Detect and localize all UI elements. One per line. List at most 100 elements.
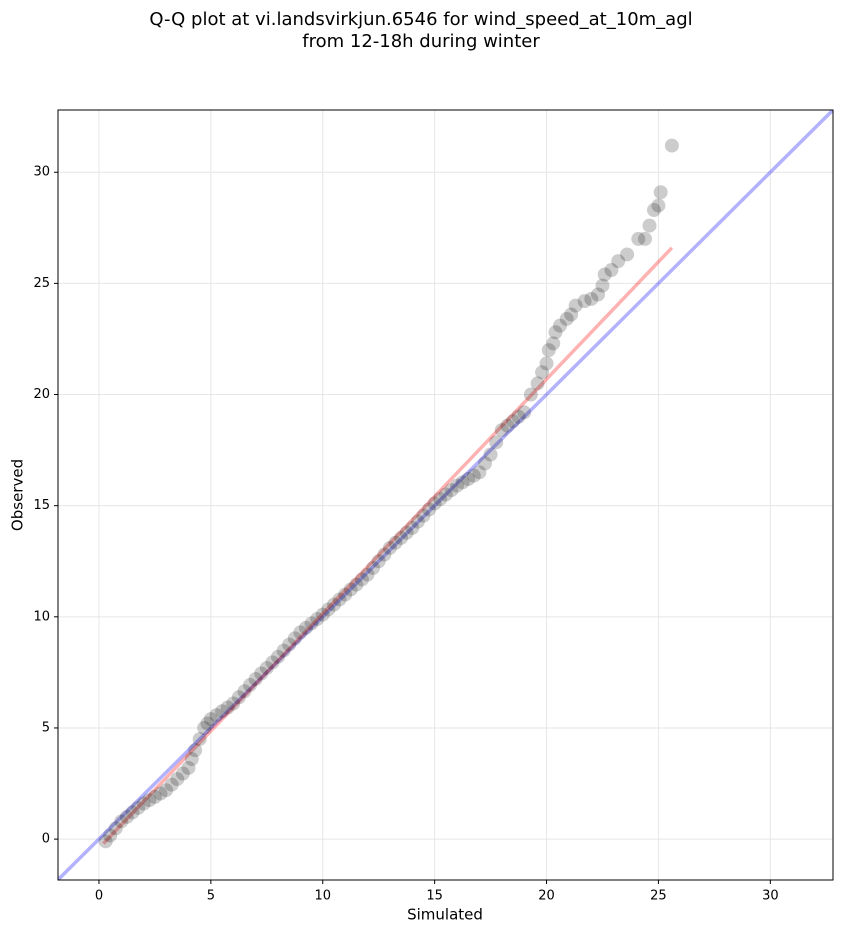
x-tick-label: 25: [650, 889, 667, 904]
chart-title: Q-Q plot at vi.landsvirkjun.6546 for win…: [149, 9, 692, 30]
point: [243, 678, 258, 693]
point: [466, 468, 481, 483]
point: [192, 732, 207, 747]
y-tick-label: 10: [33, 609, 50, 624]
point: [382, 540, 397, 555]
point: [653, 185, 668, 200]
reference-line: [102, 246, 674, 845]
point: [181, 760, 196, 775]
y-tick-label: 20: [33, 387, 50, 402]
plot-frame: [57, 109, 834, 881]
point: [220, 700, 235, 715]
point: [472, 465, 487, 480]
point: [438, 487, 453, 502]
point: [461, 471, 476, 486]
point: [270, 649, 285, 664]
point: [200, 716, 215, 731]
point: [254, 666, 269, 681]
point: [591, 287, 606, 302]
point: [477, 456, 492, 471]
point: [455, 475, 470, 490]
point: [203, 712, 218, 727]
point: [248, 672, 263, 687]
point: [399, 525, 414, 540]
point: [184, 752, 199, 767]
point: [505, 414, 520, 429]
point: [259, 660, 274, 675]
point: [119, 809, 134, 824]
point: [338, 587, 353, 602]
point: [332, 592, 347, 607]
point: [377, 547, 392, 562]
point: [611, 254, 626, 269]
point: [494, 423, 509, 438]
point: [597, 267, 612, 282]
point: [416, 508, 431, 523]
point: [523, 387, 538, 402]
y-axis-label: Observed: [9, 459, 27, 531]
point: [631, 231, 646, 246]
point: [595, 278, 610, 293]
point: [136, 796, 151, 811]
y-tick-label: 0: [42, 832, 50, 847]
point: [548, 325, 563, 340]
x-tick-label: 15: [426, 889, 443, 904]
point: [226, 696, 241, 711]
point: [354, 572, 369, 587]
point: [170, 772, 185, 787]
point: [638, 231, 653, 246]
x-axis-label: Simulated: [407, 906, 483, 924]
x-tick-label: 10: [314, 889, 331, 904]
point: [188, 743, 203, 758]
point: [147, 789, 162, 804]
y-tick-label: 30: [33, 165, 50, 180]
point: [298, 620, 313, 635]
point: [577, 294, 592, 309]
point: [405, 520, 420, 535]
point: [153, 786, 168, 801]
point: [604, 263, 619, 278]
point: [511, 409, 526, 424]
point: [366, 560, 381, 575]
point: [564, 307, 579, 322]
x-tick-label: 30: [762, 889, 779, 904]
point: [642, 218, 657, 233]
point: [164, 777, 179, 792]
point: [197, 720, 212, 735]
point: [108, 821, 123, 836]
y-tick-label: 5: [42, 720, 50, 735]
point: [433, 492, 448, 507]
point: [651, 198, 666, 213]
point: [321, 602, 336, 617]
point: [343, 582, 358, 597]
point: [539, 356, 554, 371]
chart-title: from 12-18h during winter: [302, 31, 540, 52]
point: [287, 631, 302, 646]
point: [265, 655, 280, 670]
point: [568, 298, 583, 313]
point: [131, 800, 146, 815]
point: [535, 365, 550, 380]
point: [546, 336, 561, 351]
point: [209, 708, 224, 723]
point: [489, 435, 504, 450]
point: [315, 607, 330, 622]
point: [530, 376, 545, 391]
point: [282, 637, 297, 652]
point: [500, 418, 515, 433]
point: [276, 643, 291, 658]
point: [159, 783, 174, 798]
point: [125, 805, 140, 820]
point: [410, 514, 425, 529]
point: [175, 766, 190, 781]
point: [349, 577, 364, 592]
x-tick-label: 5: [207, 889, 215, 904]
point: [444, 483, 459, 498]
point: [422, 502, 437, 517]
point: [483, 447, 498, 462]
point: [142, 793, 157, 808]
point: [114, 814, 129, 829]
point: [304, 616, 319, 631]
point: [559, 311, 574, 326]
